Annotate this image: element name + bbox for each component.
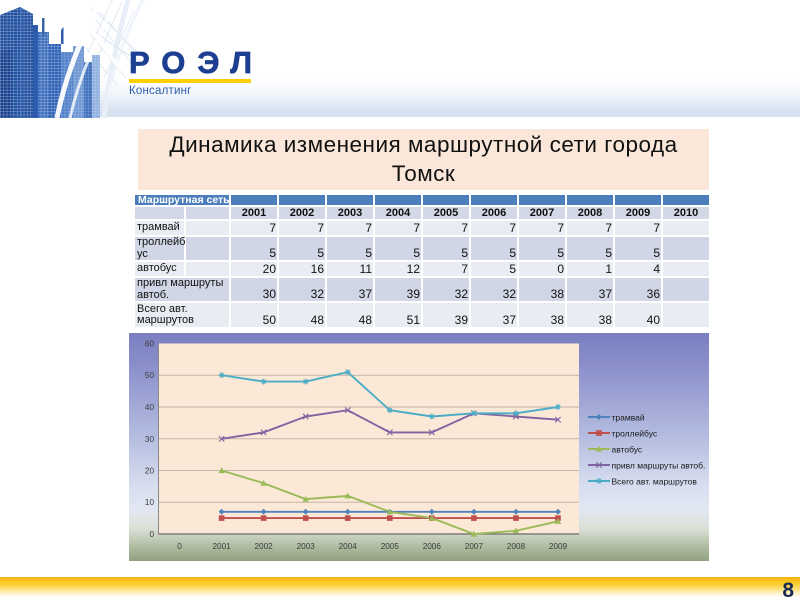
svg-text:Всего авт. маршрутов: Всего авт. маршрутов <box>612 477 698 487</box>
svg-text:0: 0 <box>149 530 154 539</box>
svg-text:20: 20 <box>145 467 155 476</box>
svg-text:10: 10 <box>145 498 155 507</box>
svg-text:привл маршруты автоб.: привл маршруты автоб. <box>612 461 706 471</box>
svg-text:40: 40 <box>145 403 155 412</box>
svg-text:2006: 2006 <box>423 542 442 551</box>
svg-text:30: 30 <box>145 435 155 444</box>
svg-text:автобус: автобус <box>612 445 643 455</box>
svg-text:трамвай: трамвай <box>612 413 645 423</box>
svg-text:2001: 2001 <box>212 542 231 551</box>
svg-text:2004: 2004 <box>339 542 358 551</box>
svg-text:троллейбус: троллейбус <box>612 429 658 439</box>
svg-text:0: 0 <box>177 542 182 551</box>
svg-text:2007: 2007 <box>465 542 484 551</box>
svg-text:2008: 2008 <box>507 542 526 551</box>
svg-text:2005: 2005 <box>381 542 400 551</box>
svg-text:50: 50 <box>145 371 155 380</box>
svg-text:2003: 2003 <box>297 542 316 551</box>
svg-text:2002: 2002 <box>254 542 273 551</box>
svg-text:60: 60 <box>145 340 155 349</box>
svg-text:2009: 2009 <box>549 542 568 551</box>
